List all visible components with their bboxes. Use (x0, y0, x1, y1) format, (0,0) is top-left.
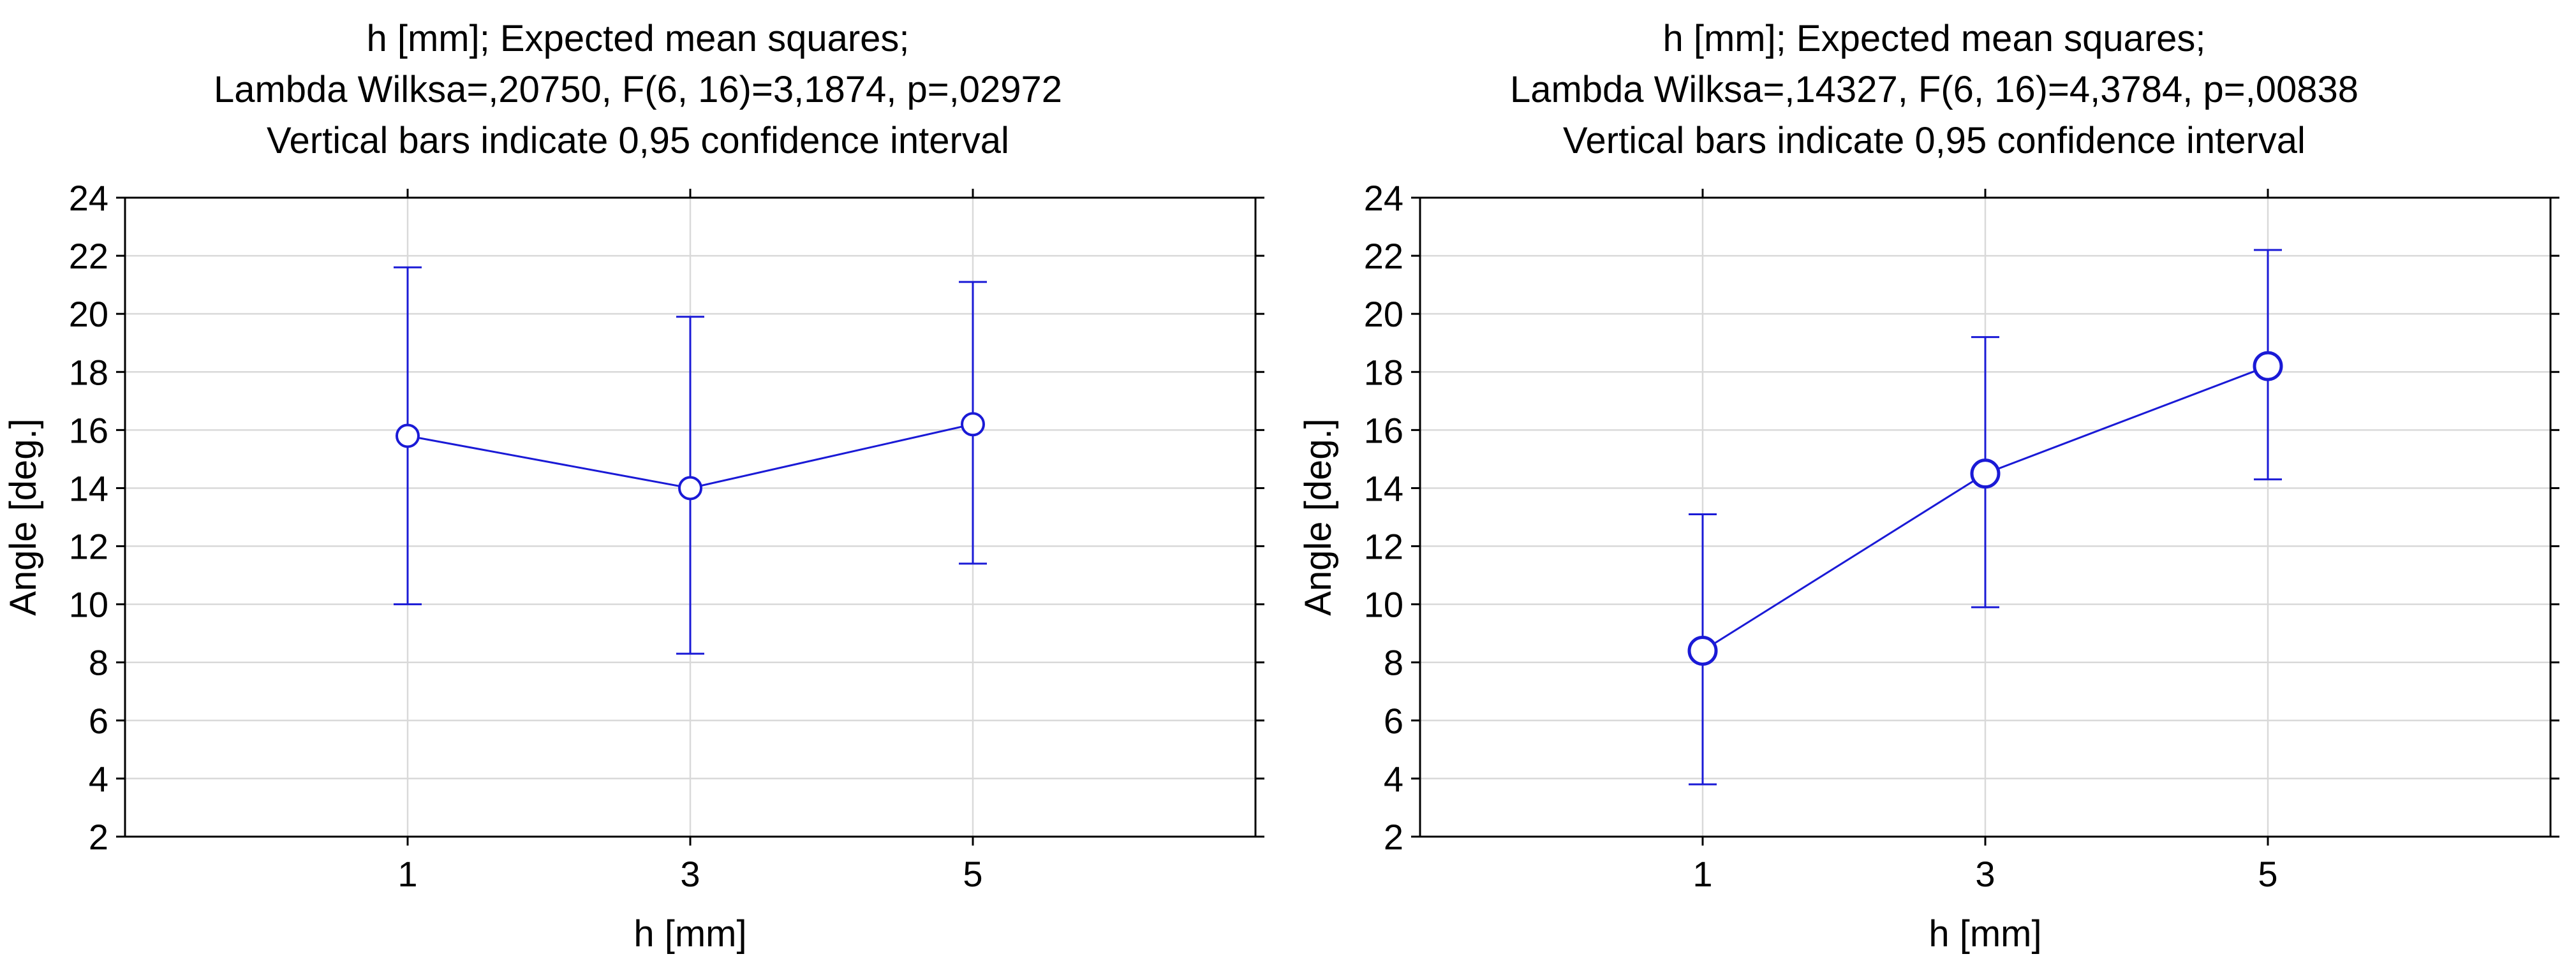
y-tick-label: 18 (1364, 352, 1403, 392)
y-tick-label: 4 (89, 759, 108, 799)
y-axis-label: Angle [deg.] (1298, 418, 1339, 616)
x-axis-label: h [mm] (633, 913, 746, 955)
chart-title-line-1: h [mm]; Expected mean squares; (366, 18, 909, 59)
chart-panel-2: h [mm]; Expected mean squares; Lambda Wil… (1298, 18, 2559, 955)
y-tick-label: 22 (69, 236, 108, 276)
data-point (678, 476, 702, 501)
y-tick-label: 4 (1384, 759, 1403, 799)
x-tick-label: 3 (680, 854, 700, 894)
y-tick-label: 6 (89, 701, 108, 741)
y-tick-label: 12 (69, 527, 108, 567)
y-tick-label: 6 (1384, 701, 1403, 741)
chart-panel-1: h [mm]; Expected mean squares; Lambda Wil… (3, 18, 1264, 955)
y-tick-label: 20 (69, 294, 108, 334)
chart-title-line-2: Lambda Wilksa=,20750, F(6, 16)=3,1874, p… (214, 69, 1062, 110)
x-tick-label: 5 (963, 854, 982, 894)
x-tick-label: 1 (397, 854, 417, 894)
y-tick-label: 8 (89, 643, 108, 683)
data-point (2253, 351, 2283, 381)
chart-title-line-2: Lambda Wilksa=,14327, F(6, 16)=4,3784, p… (1510, 69, 2358, 110)
y-tick-label: 14 (69, 468, 108, 508)
y-tick-label: 24 (1364, 178, 1403, 218)
chart-title-line-1: h [mm]; Expected mean squares; (1662, 18, 2205, 59)
data-point (961, 412, 985, 437)
x-tick-label: 5 (2258, 854, 2277, 894)
y-tick-label: 20 (1364, 294, 1403, 334)
y-tick-label: 2 (1384, 817, 1403, 857)
y-axis-label: Angle [deg.] (3, 418, 44, 616)
y-tick-label: 14 (1364, 468, 1403, 508)
y-tick-label: 2 (89, 817, 108, 857)
y-tick-label: 16 (1364, 410, 1403, 450)
data-point (1970, 458, 2001, 489)
x-tick-label: 1 (1692, 854, 1712, 894)
data-point (396, 423, 420, 448)
y-tick-label: 24 (69, 178, 108, 218)
x-tick-label: 3 (1975, 854, 1995, 894)
chart-title-line-3: Vertical bars indicate 0,95 confidence i… (267, 120, 1009, 161)
y-tick-label: 22 (1364, 236, 1403, 276)
chart-title-line-3: Vertical bars indicate 0,95 confidence i… (1563, 120, 2306, 161)
x-axis-label: h [mm] (1928, 913, 2041, 955)
y-tick-label: 10 (1364, 585, 1403, 625)
y-tick-label: 16 (69, 410, 108, 450)
data-point (1687, 636, 1718, 666)
y-tick-label: 8 (1384, 643, 1403, 683)
y-tick-label: 10 (69, 585, 108, 625)
y-tick-label: 12 (1364, 527, 1403, 567)
y-tick-label: 18 (69, 352, 108, 392)
